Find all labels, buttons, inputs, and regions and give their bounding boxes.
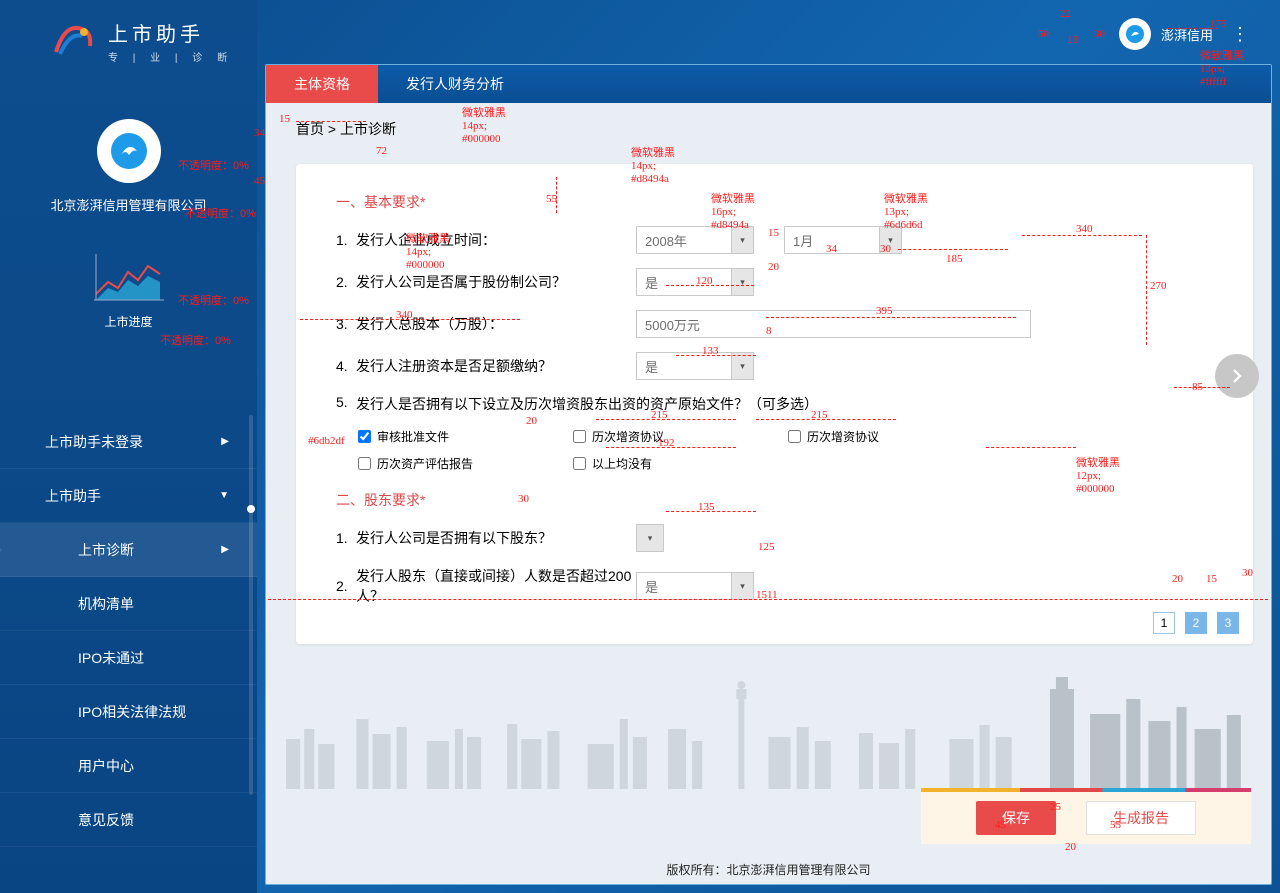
q5-option[interactable]: 以上均没有 [573,455,788,472]
brand-subtitle: 专 | 业 | 诊 断 [108,49,233,64]
more-icon[interactable]: ⋮ [1231,24,1250,45]
q2-row: 2. 发行人公司是否属于股份制公司？ 是▾ [336,268,1213,296]
next-button[interactable] [1215,354,1259,398]
save-button[interactable]: 保存 [976,801,1056,835]
nav-item[interactable]: IPO相关法律法规 [0,685,257,739]
q6-row: 1. 发行人公司是否拥有以下股东？ ▾ [336,524,1213,552]
nav: 上市助手未登录▶上市助手▼上市诊断▶机构清单IPO未通过IPO相关法律法规用户中… [0,415,257,847]
footer: 版权所有：北京澎湃信用管理有限公司 [266,861,1271,878]
checkbox[interactable] [358,457,371,470]
q7-select[interactable]: 是▾ [636,572,754,600]
crumb-sep: > [328,121,340,137]
chevron-icon: ▼ [219,469,229,523]
page-2[interactable]: 2 [1185,612,1207,634]
section-2-title: 二、股东要求* [336,490,1213,510]
q5-label: 发行人是否拥有以下设立及历次增资股东出资的资产原始文件？（可多选） [356,394,818,414]
anno-opacity: 不透明度：0% [178,157,249,173]
brand: 上市助手 专 | 业 | 诊 断 [0,0,257,64]
pager: 1 2 3 [1153,612,1239,634]
brand-title: 上市助手 [108,18,233,47]
q7-row: 2. 发行人股东（直接或间接）人数是否超过200人？ 是▾ [336,566,1213,606]
q5-option[interactable]: 历次增资协议 [788,428,1003,445]
q4-label: 发行人注册资本是否足额缴纳？ [356,356,636,376]
q2-label: 发行人公司是否属于股份制公司？ [356,272,636,292]
checkbox[interactable] [573,457,586,470]
anno-opacity: 不透明度：0% [185,205,256,221]
tabs: 主体资格 发行人财务分析 [266,65,1271,103]
q5-option[interactable]: 审核批准文件 [358,428,573,445]
q1-year-select[interactable]: 2008年▾ [636,226,754,254]
q7-label: 发行人股东（直接或间接）人数是否超过200人？ [356,566,636,606]
anno-opacity: 不透明度：0% [160,332,231,348]
q5-option[interactable]: 历次资产评估报告 [358,455,573,472]
company-logo-icon [97,119,161,183]
action-bar: 保存 生成报告 [921,788,1251,844]
section-1-title: 一、基本要求* [336,192,1213,212]
progress-label: 上市进度 [0,313,257,330]
checkbox[interactable] [788,430,801,443]
q3-label: 发行人总股本（万股）： [356,314,636,334]
q4-select[interactable]: 是▾ [636,352,754,380]
nav-item[interactable]: 上市诊断▶ [0,523,257,577]
chevron-right-icon [1228,367,1246,385]
q5-options: 审核批准文件历次增资协议历次增资协议历次资产评估报告以上均没有 [358,428,1213,472]
generate-report-button[interactable]: 生成报告 [1086,801,1196,835]
tab-subject[interactable]: 主体资格 [266,65,378,103]
nav-item[interactable]: 上市助手未登录▶ [0,415,257,469]
crumb-home[interactable]: 首页 [296,121,324,137]
sidebar-scrollbar[interactable] [249,415,253,795]
q3-input[interactable] [636,310,1031,338]
nav-item[interactable]: 用户中心 [0,739,257,793]
form-card: 一、基本要求* 1. 发行人企业成立时间： 2008年▾ 1月▾ 2. 发行人公… [296,164,1253,644]
anno-opacity: 不透明度：0% [178,292,249,308]
chevron-icon: ▶ [221,415,229,469]
nav-item[interactable]: 上市助手▼ [0,469,257,523]
q6-label: 发行人公司是否拥有以下股东？ [356,528,636,548]
q2-select[interactable]: 是▾ [636,268,754,296]
q1-month-select[interactable]: 1月▾ [784,226,902,254]
topbar-username: 澎湃信用 [1161,25,1213,44]
user-avatar-icon[interactable] [1119,18,1151,50]
q3-row: 3. 发行人总股本（万股）： [336,310,1213,338]
nav-item[interactable]: 意见反馈 [0,793,257,847]
page-3[interactable]: 3 [1217,612,1239,634]
breadcrumb: 首页 > 上市诊断 [266,103,1271,139]
q4-row: 4. 发行人注册资本是否足额缴纳？ 是▾ [336,352,1213,380]
nav-item[interactable]: 机构清单 [0,577,257,631]
chevron-icon: ▶ [221,523,229,577]
q1-row: 1. 发行人企业成立时间： 2008年▾ 1月▾ [336,226,1213,254]
q6-select[interactable]: ▾ [636,524,664,552]
nav-item[interactable]: IPO未通过 [0,631,257,685]
q5-row: 5. 发行人是否拥有以下设立及历次增资股东出资的资产原始文件？（可多选） [336,394,1213,414]
tab-finance[interactable]: 发行人财务分析 [378,65,532,103]
checkbox[interactable] [573,430,586,443]
checkbox[interactable] [358,430,371,443]
crumb-current: 上市诊断 [340,121,396,137]
topbar: 澎湃信用 ⋮ [1119,18,1250,50]
q5-option[interactable]: 历次增资协议 [573,428,788,445]
skyline-illustration [266,659,1271,789]
page-1[interactable]: 1 [1153,612,1175,634]
progress-chart-icon [94,254,164,302]
brand-logo-icon [50,18,96,64]
q1-label: 发行人企业成立时间： [356,230,636,250]
sidebar: 上市助手 专 | 业 | 诊 断 北京澎湃信用管理有限公司 上市进度 上市助手未… [0,0,257,893]
main: 主体资格 发行人财务分析 首页 > 上市诊断 一、基本要求* 1. 发行人企业成… [265,64,1272,885]
